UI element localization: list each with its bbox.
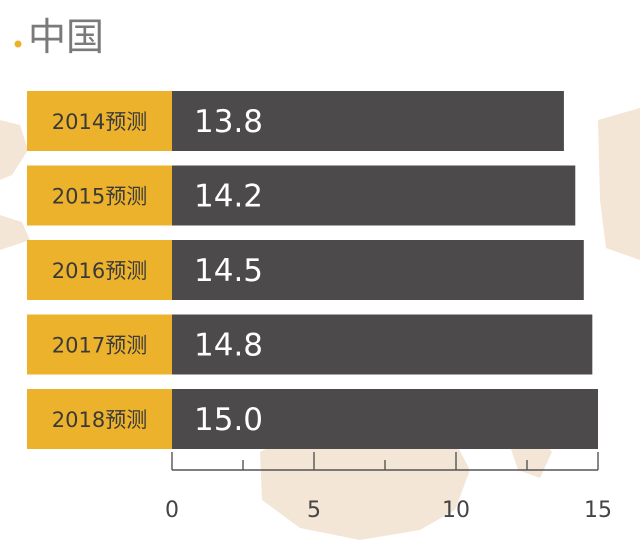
tick-label: 15 [584,498,612,523]
category-label-bg [27,91,172,151]
category-label: 2017预测 [52,334,147,358]
category-label: 2018预测 [52,408,147,432]
x-axis: 0 5 10 15 [165,452,612,523]
title-dot [14,40,22,48]
map-shape-right [598,108,640,260]
bar [172,91,564,151]
bar [172,389,598,449]
chart-title: 中国 [28,15,104,59]
category-label-bg [27,389,172,449]
category-label-bg [27,240,172,300]
bar [172,314,593,375]
map-shape-left-lower [0,215,30,250]
tick-label: 10 [442,498,470,523]
bar [172,240,584,300]
data-label: 14.5 [194,253,263,289]
data-label: 13.8 [194,104,263,140]
tick-label: 5 [307,498,321,523]
category-label: 2016预测 [52,259,147,283]
bars-group: 2014预测 13.8 2015预测 14.2 2016预测 14.5 2017预测 14.8… [27,91,598,449]
map-shape-left [0,120,28,180]
category-label: 2014预测 [52,110,147,134]
category-label-bg [27,165,172,226]
data-label: 15.0 [194,402,263,438]
tick-label: 0 [165,498,179,523]
data-label: 14.2 [194,179,263,215]
data-label: 14.8 [194,328,263,364]
category-label: 2015预测 [52,185,147,209]
bar [172,165,576,226]
category-label-bg [27,314,172,375]
